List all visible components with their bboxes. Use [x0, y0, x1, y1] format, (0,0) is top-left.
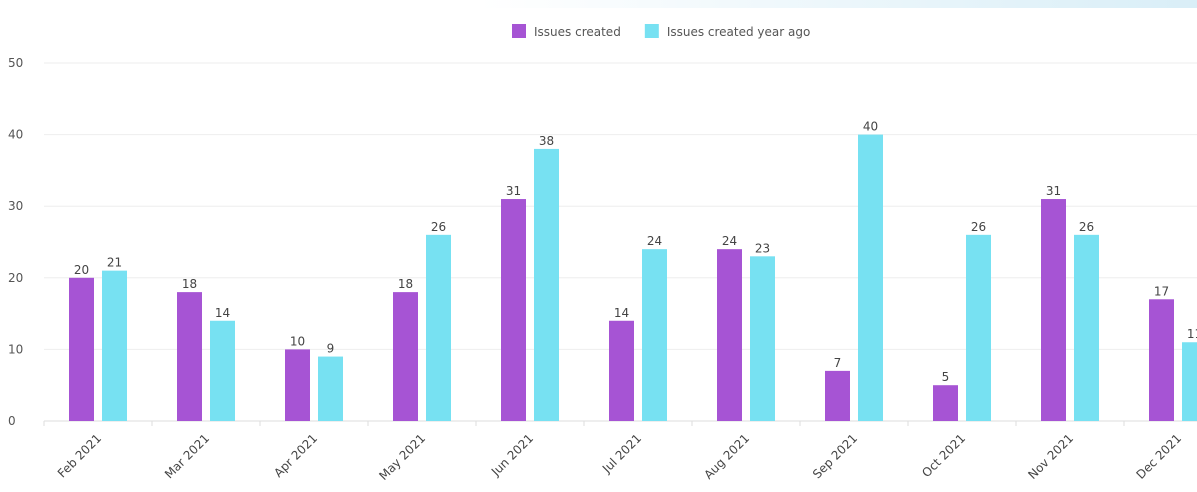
value-label: 9 [327, 342, 335, 356]
x-tick-label: Mar 2021 [162, 431, 212, 481]
value-label: 11 [1187, 327, 1197, 341]
y-tick-label: 10 [8, 342, 23, 356]
value-label: 5 [942, 370, 950, 384]
value-label: 26 [1079, 220, 1094, 234]
bar [858, 134, 883, 421]
bar [177, 292, 202, 421]
y-tick-label: 20 [8, 271, 23, 285]
value-label: 26 [431, 220, 446, 234]
legend-swatch [644, 24, 659, 38]
value-label: 38 [539, 134, 554, 148]
bar [717, 249, 742, 421]
header-band [480, 0, 1197, 8]
bar [1041, 199, 1066, 421]
y-tick-label: 50 [8, 56, 23, 70]
x-tick-label: Sep 2021 [810, 431, 860, 481]
y-tick-label: 30 [8, 199, 23, 213]
bar [750, 256, 775, 421]
bar [534, 148, 559, 422]
bar [102, 270, 127, 421]
x-tick-label: Jun 2021 [488, 431, 536, 479]
bar [285, 349, 310, 421]
value-label: 18 [182, 277, 197, 291]
bar [1149, 299, 1174, 421]
value-label: 24 [647, 234, 662, 248]
value-label: 10 [290, 334, 305, 348]
x-tick-label: Oct 2021 [919, 431, 968, 480]
y-tick-label: 0 [8, 414, 16, 428]
x-tick-label: Aug 2021 [701, 431, 752, 482]
value-label: 7 [834, 356, 842, 370]
value-label: 31 [506, 184, 521, 198]
value-label: 21 [107, 256, 122, 270]
bar [1074, 234, 1099, 421]
x-tick-label: Feb 2021 [55, 431, 104, 480]
bar [825, 370, 850, 421]
y-tick-label: 40 [8, 128, 23, 142]
x-tick-label: Apr 2021 [271, 431, 320, 480]
x-tick-label: Jul 2021 [599, 431, 644, 476]
value-label: 26 [971, 220, 986, 234]
bar [642, 249, 667, 421]
value-label: 40 [863, 120, 878, 134]
bar [318, 356, 343, 421]
value-label: 20 [74, 263, 89, 277]
legend-swatch [512, 24, 526, 38]
bar [1182, 342, 1197, 421]
x-tick-label: Nov 2021 [1025, 431, 1076, 482]
value-label: 18 [398, 277, 413, 291]
bar [501, 199, 526, 421]
value-label: 14 [215, 306, 230, 320]
value-label: 17 [1154, 284, 1169, 298]
bar [933, 385, 958, 421]
x-tick-label: Dec 2021 [1134, 431, 1185, 482]
bar [69, 277, 94, 421]
bar [609, 320, 634, 421]
bar [393, 292, 418, 421]
bar [426, 234, 451, 421]
value-label: 31 [1046, 184, 1061, 198]
value-label: 24 [722, 234, 737, 248]
x-tick-label: May 2021 [376, 431, 428, 483]
bar [966, 234, 991, 421]
legend-label: Issues created year ago [667, 25, 811, 39]
value-label: 14 [614, 306, 629, 320]
legend-label: Issues created [534, 25, 621, 39]
bar [210, 320, 235, 421]
value-label: 23 [755, 241, 770, 255]
